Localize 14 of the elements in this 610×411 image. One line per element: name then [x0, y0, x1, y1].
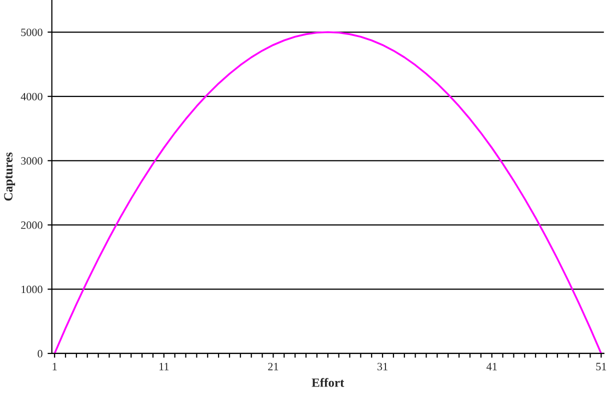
- x-tick-label: 21: [268, 362, 278, 370]
- y-tick-label: 4000: [20, 92, 42, 100]
- y-tick-label: 0: [38, 350, 42, 358]
- x-tick-label: 51: [596, 362, 606, 370]
- x-tick-label: 11: [160, 362, 169, 370]
- y-tick-label: 3000: [21, 157, 42, 165]
- x-tick-label: 41: [486, 362, 497, 370]
- y-tick-label: 2000: [21, 221, 42, 229]
- y-axis-title: Captures: [4, 152, 16, 201]
- x-tick-label: 31: [378, 362, 388, 370]
- x-tick-label: 1: [52, 362, 57, 370]
- x-axis-title: Effort: [312, 378, 344, 387]
- y-tick-label: 1000: [22, 286, 42, 294]
- y-tick-label: 5000: [21, 28, 42, 36]
